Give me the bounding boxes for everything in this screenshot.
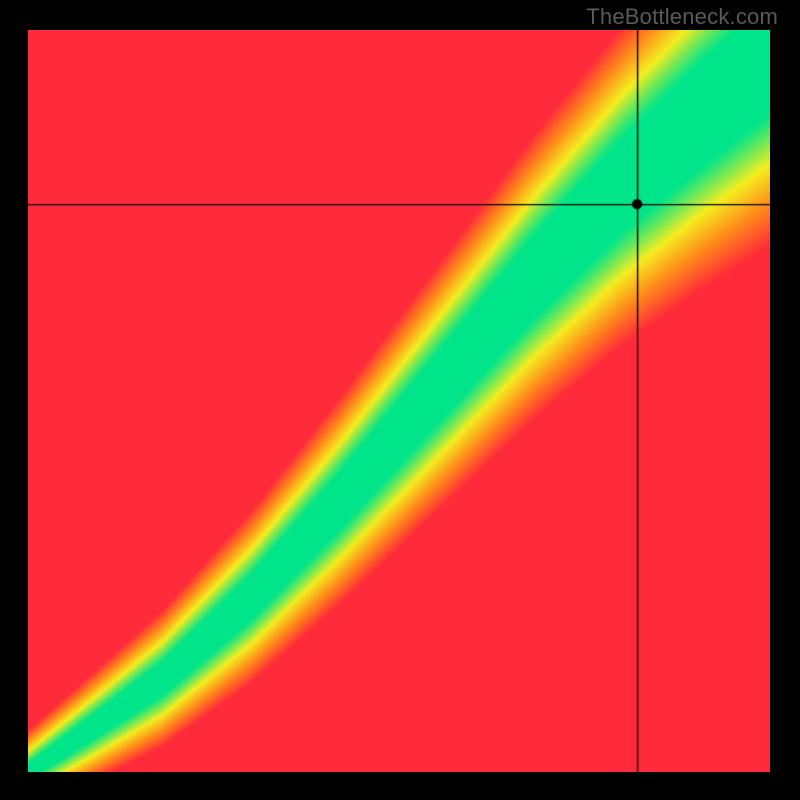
chart-container: TheBottleneck.com xyxy=(0,0,800,800)
watermark-text: TheBottleneck.com xyxy=(586,4,778,30)
bottleneck-heatmap xyxy=(28,30,770,772)
